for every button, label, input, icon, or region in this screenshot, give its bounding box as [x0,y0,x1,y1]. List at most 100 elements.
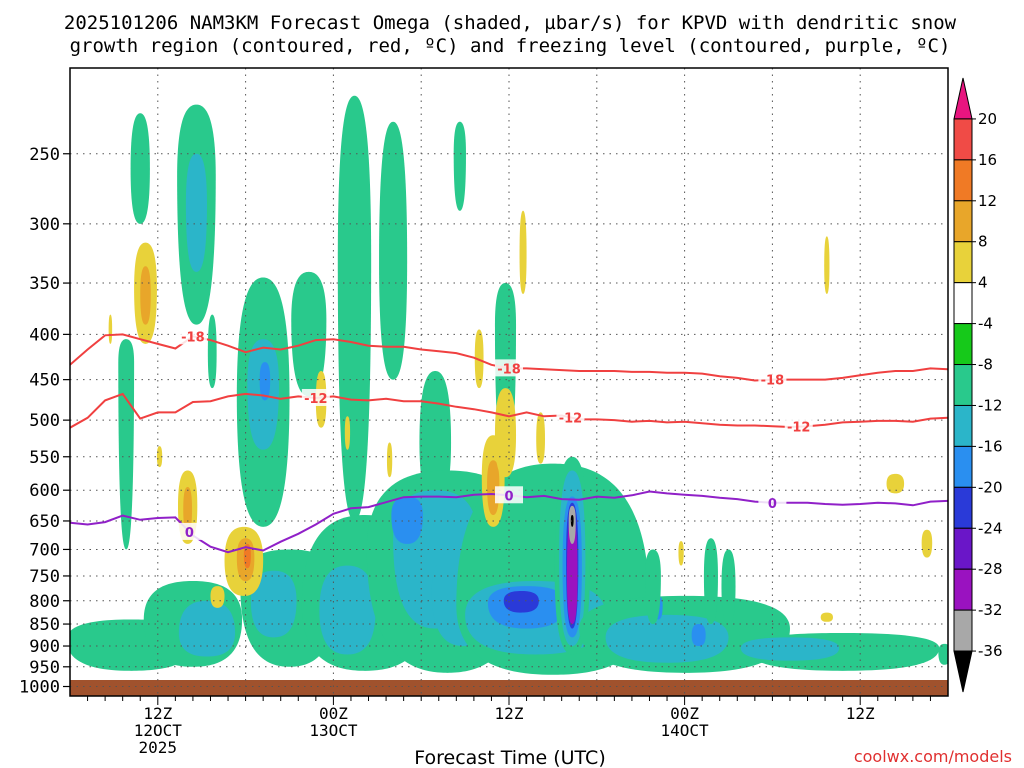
colorbar-bin-10 [953,486,973,529]
contour-label-2-0: 0 [185,526,194,541]
contour-label-1-2: -12 [787,421,811,436]
colorbar-tick-label-10: -24 [978,519,1003,537]
contour-label-1-1: -12 [559,411,583,426]
omega-region-45 [740,637,840,661]
omega-region-12 [453,121,466,211]
contour-label-bg-1-0 [301,388,330,406]
y-tick-label-400: 400 [29,325,60,345]
colorbar-tick-label-0: 20 [978,110,997,128]
contour-label-bg-0-1 [495,359,523,377]
colorbar-bin-5 [953,282,973,325]
positive-omega-region-21 [886,473,905,494]
omega-region-29 [503,591,539,613]
y-tick-label-800: 800 [29,592,60,612]
contour-label-2-1: 0 [504,489,513,504]
contour-label-bg-1-1 [556,408,585,426]
positive-omega-region-19 [678,541,684,566]
omega-region-46 [938,643,948,665]
colorbar-tick-label-13: -36 [978,642,1003,660]
y-tick-label-900: 900 [29,637,60,657]
positive-omega-region-23 [921,529,933,558]
colorbar-tick-label-7: -12 [978,396,1003,414]
omega-region-39 [691,624,706,647]
omega-region-1 [130,113,150,224]
colorbar-tick-label-5: -4 [978,315,993,333]
colorbar-bin-12 [953,568,973,611]
y-tick-label-350: 350 [29,274,60,294]
omega-shading [70,95,948,675]
y-tick-label-650: 650 [29,512,60,532]
positive-omega-region-5 [183,486,193,533]
contour-label-0-2: -18 [761,374,785,389]
x-tick-label-10-1: 13OCT [309,721,358,740]
contour-label-bg-0-2 [758,370,787,388]
colorbar-tick-label-11: -28 [978,560,1003,578]
positive-omega-region-9 [210,586,225,608]
colorbar-bin-6 [953,323,973,366]
omega-region-34 [566,515,578,625]
y-tick-label-600: 600 [29,481,60,501]
omega-region-3 [185,153,207,272]
omega-region-7 [259,362,271,401]
y-tick-label-750: 750 [29,567,60,587]
omega-region-23 [391,496,423,544]
omega-region-4 [207,314,217,389]
positive-omega-region-1 [140,266,151,325]
omega-region-18 [250,570,297,638]
y-tick-label-450: 450 [29,371,60,391]
contour-label-0-0: -18 [181,330,205,345]
positive-omega-region-22 [820,612,833,622]
colorbar-tick-label-2: 12 [978,192,997,210]
colorbar-tick-label-6: -8 [978,356,993,374]
contour-label-bg-2-0 [175,522,204,540]
colorbar-bin-0 [953,77,973,120]
y-tick-label-950: 950 [29,658,60,678]
colorbar-bin-7 [953,364,973,406]
y-tick-label-700: 700 [29,540,60,560]
chart-title-line1: 2025101206 NAM3KM Forecast Omega (shaded… [64,12,957,34]
y-tick-label-300: 300 [29,215,60,235]
colorbar-tick-label-3: 8 [978,233,988,251]
x-tick-label-0-1: 12OCT [134,721,183,740]
colorbar-bin-4 [953,241,973,284]
credit-label: coolwx.com/models [854,747,1012,766]
contour-label-0-1: -18 [497,362,521,377]
colorbar-tick-label-1: 16 [978,151,997,169]
positive-omega-region-12 [386,442,393,478]
colorbar-tick-label-4: 4 [978,274,988,292]
x-tick-label-20-0: 12Z [495,704,524,723]
contour-label-bg-0-0 [178,327,207,345]
positive-omega-region-20 [824,236,830,294]
contour-labels: -18 -18 -18 -12 -12 -12 0 0 0 [175,327,813,541]
positive-omega-region-2 [156,446,163,468]
colorbar-bin-11 [953,527,973,570]
grid-lines [70,68,948,696]
y-tick-label-1000: 1000 [19,678,60,698]
contour-label-bg-1-2 [784,417,813,435]
omega-region-43 [721,549,736,625]
omega-region-36 [570,515,574,527]
omega-region-20 [319,565,376,655]
colorbar-bin-3 [953,200,973,243]
x-tick-label-30-0: 00Z [670,704,699,723]
colorbar-tick-label-8: -16 [978,437,1003,455]
colorbar-bin-9 [953,445,973,488]
positive-omega-region-16 [494,388,517,478]
contour-label-bg-2-2 [758,493,787,511]
y-tick-label-250: 250 [29,145,60,165]
omega-region-42 [645,549,661,625]
colorbar-bin-2 [953,159,973,202]
y-tick-label-550: 550 [29,448,60,468]
x-tick-label-0-0: 12Z [143,704,172,723]
y-tick-label-500: 500 [29,411,60,431]
x-tick-label-30-1: 14OCT [661,721,710,740]
x-tick-label-0-2: 2025 [139,738,178,757]
positive-omega-region-3 [108,314,113,344]
y-axis: 2503003504004505005506006507007508008509… [19,145,70,698]
colorbar-bin-14 [953,650,973,693]
x-tick-label-10-0: 00Z [319,704,348,723]
contour-label-2-2: 0 [768,497,777,512]
ground-strip [70,680,948,696]
omega-region-41 [703,538,718,625]
